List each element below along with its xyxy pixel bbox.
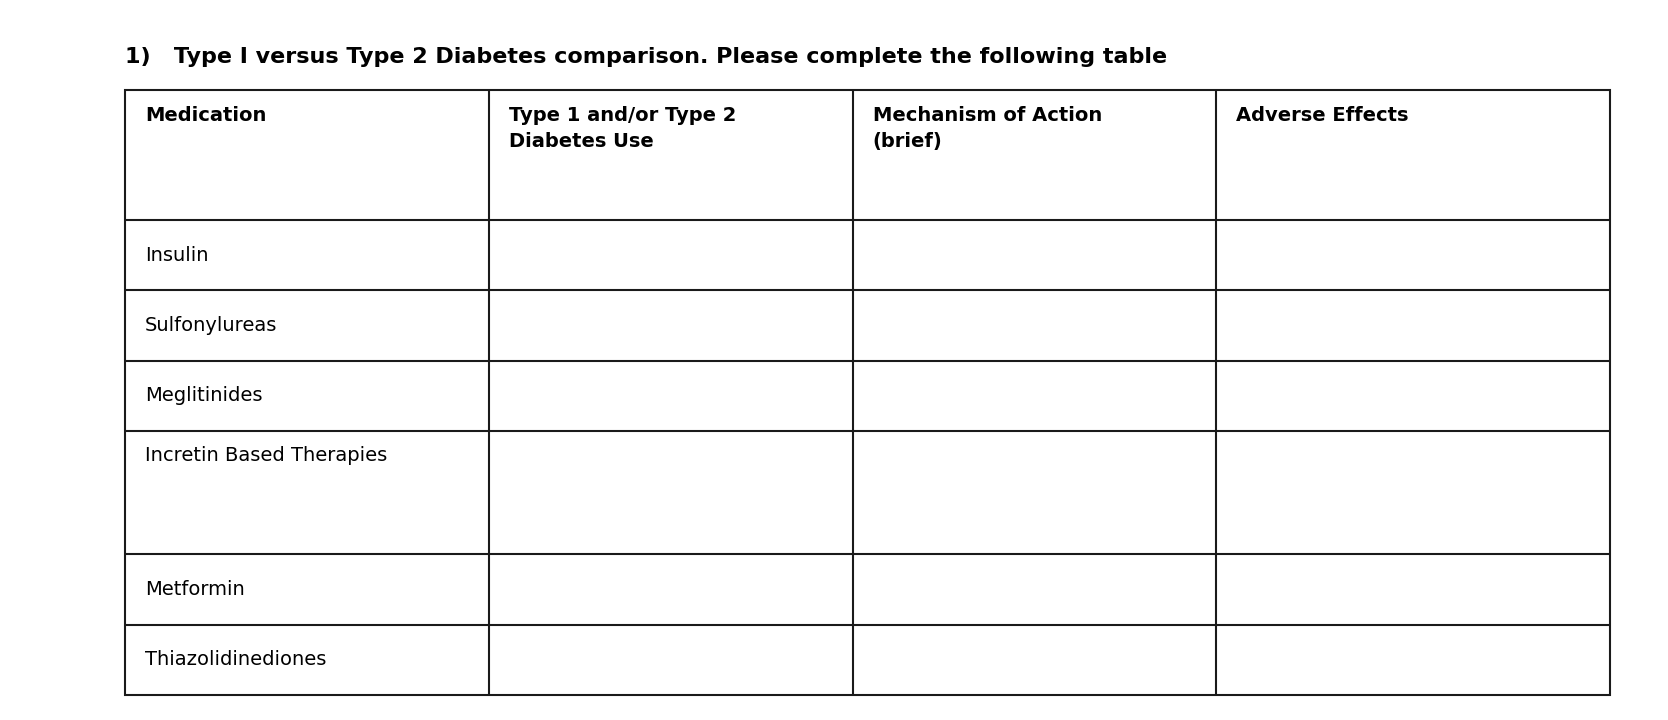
Text: Insulin: Insulin: [145, 246, 208, 265]
Text: Meglitinides: Meglitinides: [145, 386, 262, 405]
Text: 1)   Type I versus Type 2 Diabetes comparison. Please complete the following tab: 1) Type I versus Type 2 Diabetes compari…: [125, 47, 1168, 67]
Text: Metformin: Metformin: [145, 580, 245, 599]
Text: Adverse Effects: Adverse Effects: [1236, 106, 1409, 125]
Bar: [125, 90, 1610, 695]
Text: Type 1 and/or Type 2
Diabetes Use: Type 1 and/or Type 2 Diabetes Use: [509, 106, 736, 151]
Text: Incretin Based Therapies: Incretin Based Therapies: [145, 446, 387, 464]
Text: Mechanism of Action
(brief): Mechanism of Action (brief): [872, 106, 1103, 151]
Text: Thiazolidinediones: Thiazolidinediones: [145, 650, 327, 669]
Text: Sulfonylureas: Sulfonylureas: [145, 316, 277, 335]
Text: Medication: Medication: [145, 106, 267, 125]
